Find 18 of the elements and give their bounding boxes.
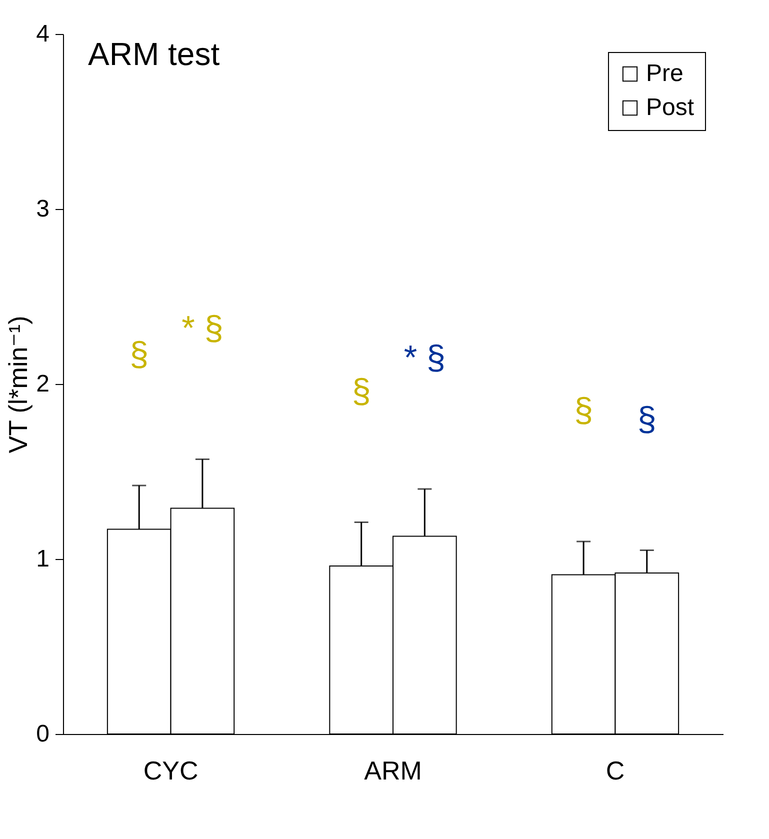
y-axis-title: VT (l*min⁻¹) xyxy=(3,316,34,454)
chart-title: ARM test xyxy=(88,36,220,72)
x-tick-label: C xyxy=(606,756,625,786)
annotation: * § xyxy=(404,339,446,377)
annotation: § xyxy=(574,392,594,430)
y-tick-label: 3 xyxy=(36,196,50,222)
annotation: § xyxy=(637,400,656,438)
legend-label: Post xyxy=(646,94,694,121)
legend-label: Pre xyxy=(646,60,684,87)
annotation: § xyxy=(352,372,371,410)
x-tick-label: ARM xyxy=(364,756,422,786)
annotation: * § xyxy=(182,309,224,348)
y-tick-label: 0 xyxy=(36,720,50,748)
annotation: § xyxy=(130,336,149,374)
y-tick-label: 4 xyxy=(36,20,50,48)
y-tick-label: 2 xyxy=(36,370,50,398)
y-tick-label: 1 xyxy=(36,546,50,572)
x-tick-label: CYC xyxy=(143,756,198,786)
